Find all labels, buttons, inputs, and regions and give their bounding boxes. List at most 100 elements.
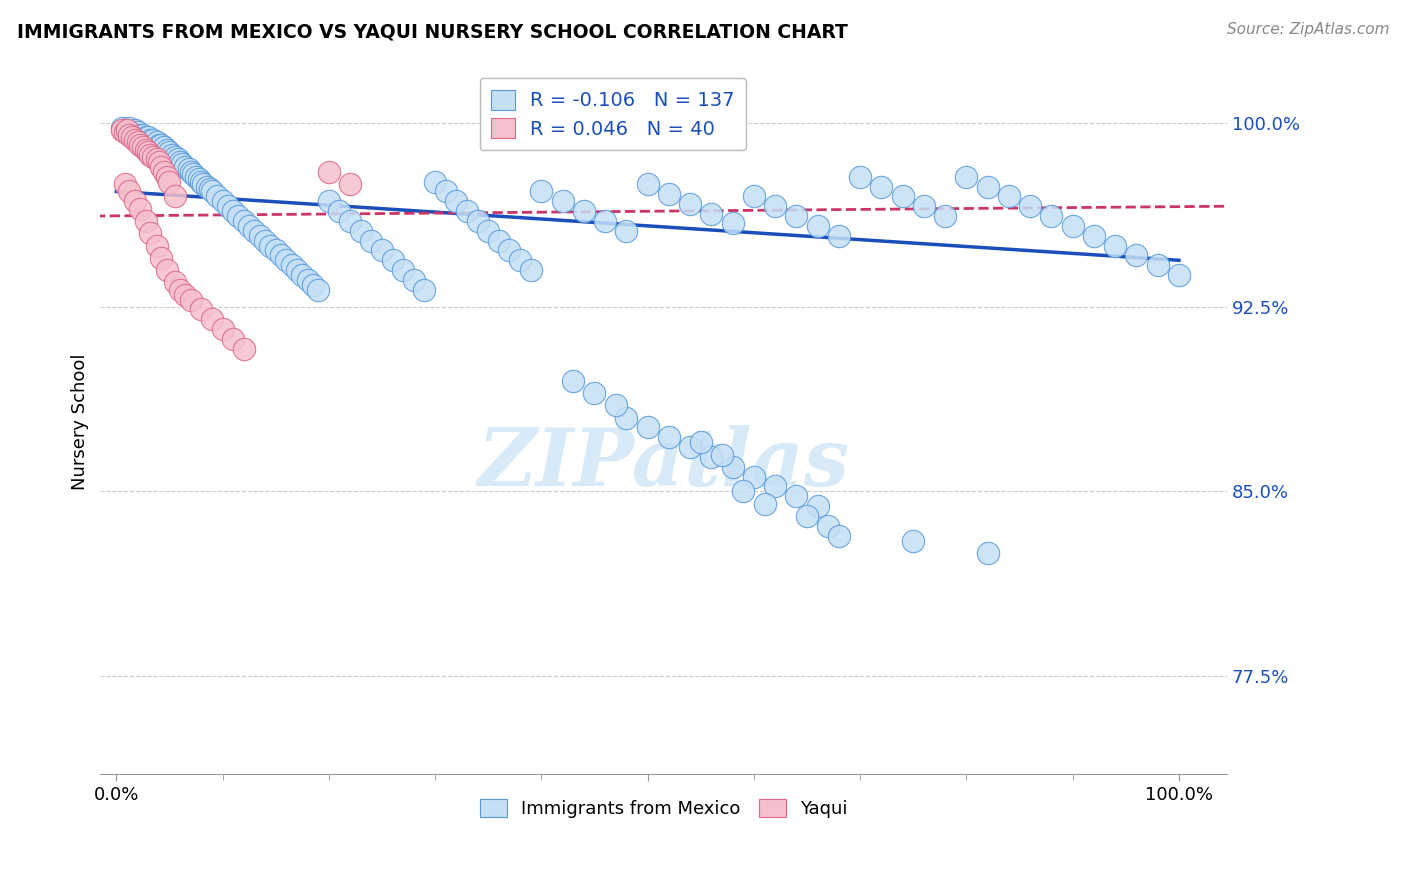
Point bbox=[276, 253, 298, 268]
Point bbox=[148, 155, 170, 169]
Point bbox=[124, 123, 146, 137]
Point bbox=[264, 244, 287, 258]
Point bbox=[115, 123, 138, 137]
Point bbox=[188, 172, 211, 186]
Point bbox=[153, 140, 176, 154]
Point bbox=[169, 155, 191, 169]
Point bbox=[572, 204, 595, 219]
Point bbox=[169, 283, 191, 297]
Point bbox=[413, 283, 436, 297]
Point bbox=[903, 533, 925, 548]
Point bbox=[243, 224, 266, 238]
Point bbox=[371, 244, 394, 258]
Point bbox=[1040, 209, 1063, 223]
Point bbox=[207, 189, 229, 203]
Point bbox=[135, 130, 157, 145]
Point bbox=[149, 160, 172, 174]
Point bbox=[742, 189, 765, 203]
Point bbox=[181, 167, 204, 181]
Point bbox=[807, 499, 830, 513]
Text: Source: ZipAtlas.com: Source: ZipAtlas.com bbox=[1226, 22, 1389, 37]
Point bbox=[318, 165, 340, 179]
Point bbox=[118, 185, 141, 199]
Point bbox=[679, 440, 702, 454]
Point bbox=[1062, 219, 1084, 233]
Point bbox=[551, 194, 574, 209]
Point bbox=[118, 120, 141, 135]
Point bbox=[297, 273, 319, 287]
Point bbox=[232, 214, 254, 228]
Point bbox=[763, 479, 786, 493]
Point bbox=[976, 546, 998, 560]
Point bbox=[976, 179, 998, 194]
Point bbox=[156, 169, 179, 184]
Point bbox=[198, 182, 221, 196]
Point bbox=[614, 224, 637, 238]
Point bbox=[254, 234, 277, 248]
Point bbox=[149, 137, 172, 152]
Point bbox=[1083, 228, 1105, 243]
Point bbox=[128, 202, 150, 216]
Point bbox=[222, 204, 245, 219]
Point bbox=[177, 162, 200, 177]
Point bbox=[157, 175, 180, 189]
Point bbox=[912, 199, 935, 213]
Point bbox=[127, 125, 149, 139]
Point bbox=[135, 143, 157, 157]
Point bbox=[807, 219, 830, 233]
Legend: Immigrants from Mexico, Yaqui: Immigrants from Mexico, Yaqui bbox=[472, 791, 855, 825]
Point bbox=[742, 469, 765, 483]
Point bbox=[139, 133, 162, 147]
Point bbox=[796, 508, 818, 523]
Point bbox=[128, 137, 150, 152]
Point bbox=[184, 169, 207, 184]
Point bbox=[280, 258, 302, 272]
Point bbox=[124, 194, 146, 209]
Point bbox=[163, 276, 186, 290]
Point bbox=[763, 199, 786, 213]
Point bbox=[149, 251, 172, 265]
Point bbox=[180, 165, 202, 179]
Point bbox=[1146, 258, 1168, 272]
Point bbox=[142, 150, 165, 164]
Point bbox=[828, 228, 851, 243]
Point bbox=[139, 226, 162, 240]
Point bbox=[870, 179, 893, 194]
Point bbox=[132, 128, 155, 142]
Point bbox=[163, 189, 186, 203]
Point bbox=[121, 130, 143, 145]
Point bbox=[721, 216, 744, 230]
Point bbox=[110, 123, 132, 137]
Point bbox=[238, 219, 260, 233]
Point bbox=[232, 342, 254, 356]
Point bbox=[637, 177, 659, 191]
Point bbox=[160, 147, 183, 161]
Point bbox=[721, 459, 744, 474]
Point bbox=[249, 228, 271, 243]
Point bbox=[195, 179, 218, 194]
Point bbox=[132, 140, 155, 154]
Point bbox=[145, 136, 167, 150]
Point bbox=[360, 234, 382, 248]
Point bbox=[339, 214, 361, 228]
Point bbox=[118, 128, 141, 142]
Point bbox=[467, 214, 489, 228]
Point bbox=[849, 169, 872, 184]
Point bbox=[593, 214, 616, 228]
Point bbox=[456, 204, 478, 219]
Point bbox=[135, 214, 157, 228]
Point bbox=[498, 244, 520, 258]
Point bbox=[174, 160, 197, 174]
Point bbox=[817, 518, 839, 533]
Point bbox=[148, 137, 170, 152]
Point bbox=[392, 263, 415, 277]
Point bbox=[381, 253, 404, 268]
Point bbox=[222, 332, 245, 346]
Point bbox=[711, 448, 734, 462]
Point bbox=[115, 123, 138, 137]
Point bbox=[339, 177, 361, 191]
Point bbox=[477, 224, 499, 238]
Point bbox=[583, 386, 606, 401]
Point bbox=[190, 175, 212, 189]
Point bbox=[201, 312, 224, 326]
